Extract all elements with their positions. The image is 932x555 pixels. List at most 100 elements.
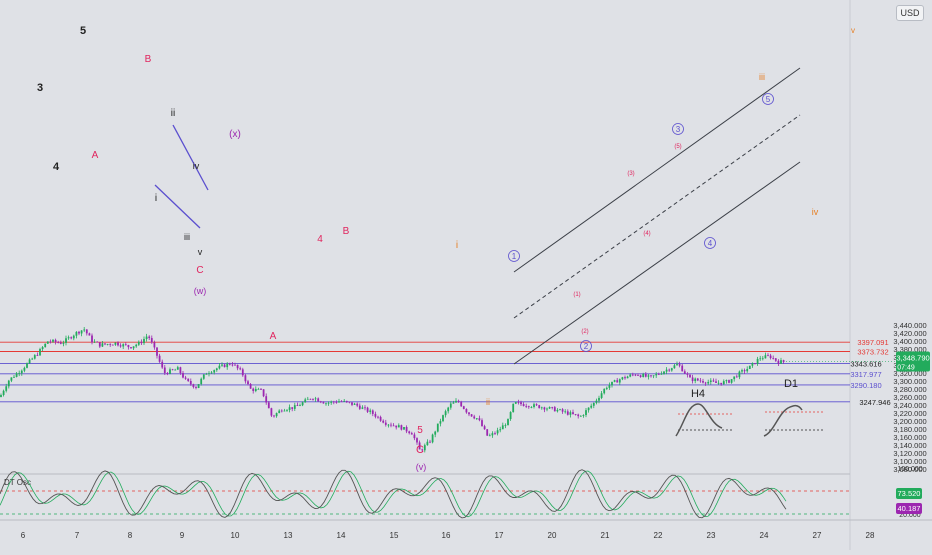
inset-h4-curve bbox=[675, 403, 723, 437]
candle-body bbox=[65, 338, 67, 343]
candle-body bbox=[574, 414, 577, 415]
candle-body bbox=[23, 367, 26, 371]
candle-body bbox=[390, 424, 392, 426]
candle-body bbox=[374, 413, 377, 417]
candle-body bbox=[650, 375, 652, 377]
candle-body bbox=[85, 329, 88, 334]
currency-button[interactable]: USD bbox=[896, 5, 924, 21]
candle-body bbox=[457, 400, 460, 402]
candle-body bbox=[509, 412, 512, 420]
candle-body bbox=[660, 373, 663, 375]
candle-body bbox=[416, 438, 418, 443]
candle-body bbox=[629, 374, 632, 377]
candle-body bbox=[735, 376, 738, 378]
candle-body bbox=[553, 407, 556, 412]
candle-body bbox=[62, 342, 65, 344]
wave-label-32: (4) bbox=[643, 231, 650, 237]
candle-body bbox=[520, 402, 522, 405]
candle-body bbox=[379, 416, 382, 421]
candle-body bbox=[80, 330, 83, 334]
time-tick-label: 20 bbox=[548, 531, 557, 540]
price-tick-label: 3,180.000 bbox=[893, 425, 926, 434]
candle-body bbox=[20, 370, 23, 374]
candle-body bbox=[293, 405, 296, 409]
candle-body bbox=[746, 368, 749, 372]
candle-body bbox=[665, 369, 668, 372]
price-axis[interactable]: 3,440.0003,420.0003,400.0003,380.0003,36… bbox=[786, 321, 930, 474]
candle-body bbox=[327, 402, 330, 404]
candle-body bbox=[725, 380, 728, 382]
candle-body bbox=[670, 368, 673, 371]
candle-body bbox=[639, 375, 642, 378]
candle-body bbox=[738, 371, 741, 378]
time-tick-label: 16 bbox=[442, 531, 451, 540]
price-tick-label: 3,400.000 bbox=[893, 337, 926, 346]
candle-body bbox=[655, 374, 658, 376]
wave-label-24: 1 bbox=[512, 252, 517, 261]
candle-body bbox=[226, 363, 229, 368]
candle-body bbox=[306, 398, 309, 400]
candle-body bbox=[283, 410, 286, 412]
candle-body bbox=[429, 441, 431, 443]
inset-label-h4: H4 bbox=[691, 388, 705, 400]
wave-label-11: (w) bbox=[194, 286, 207, 296]
time-tick-label: 14 bbox=[337, 531, 346, 540]
time-tick-label: 22 bbox=[654, 531, 663, 540]
candle-body bbox=[634, 374, 637, 376]
candle-body bbox=[715, 381, 717, 383]
candle-body bbox=[603, 388, 606, 394]
candle-body bbox=[348, 401, 351, 403]
candle-body bbox=[704, 382, 707, 384]
candle-body bbox=[572, 412, 574, 415]
candle-body bbox=[247, 381, 249, 385]
candle-body bbox=[756, 358, 759, 364]
time-axis[interactable]: 6 7 8 9 10 13 14 15 16 17 20 21 22 23 24 27 28 bbox=[21, 531, 875, 540]
candle-body bbox=[148, 336, 151, 339]
candle-body bbox=[774, 358, 777, 361]
wave-label-9: v bbox=[198, 247, 203, 257]
candle-body bbox=[158, 355, 161, 362]
candle-body bbox=[26, 363, 28, 368]
candle-body bbox=[481, 420, 483, 427]
candle-body bbox=[426, 441, 429, 446]
candle-body bbox=[465, 408, 468, 413]
candle-body bbox=[468, 412, 470, 415]
oscillator-label: DT Osc bbox=[4, 478, 31, 487]
candle-body bbox=[598, 397, 600, 401]
candle-body bbox=[761, 358, 764, 360]
candle-body bbox=[605, 387, 608, 389]
candle-body bbox=[143, 339, 145, 344]
candle-body bbox=[153, 342, 156, 348]
candle-body bbox=[616, 380, 619, 383]
candle-body bbox=[195, 387, 197, 388]
candle-body bbox=[358, 405, 361, 409]
candle-body bbox=[691, 377, 694, 382]
wave-label-14: B bbox=[343, 226, 350, 237]
candle-body bbox=[413, 434, 416, 439]
candle-body bbox=[618, 379, 621, 383]
candle-body bbox=[652, 375, 655, 377]
timeframe-insets: H4 D1 bbox=[675, 378, 824, 437]
wave-label-27: 4 bbox=[708, 239, 713, 248]
candle-body bbox=[208, 373, 210, 375]
candle-body bbox=[202, 374, 205, 379]
candle-body bbox=[473, 416, 476, 419]
candle-body bbox=[431, 434, 434, 443]
candle-body bbox=[83, 329, 86, 331]
candle-body bbox=[254, 388, 257, 391]
candle-body bbox=[561, 409, 564, 412]
candle-body bbox=[769, 355, 772, 359]
candle-body bbox=[101, 343, 104, 347]
candle-body bbox=[460, 401, 463, 407]
wave-label-circle bbox=[762, 93, 774, 105]
candle-body bbox=[262, 389, 265, 397]
candle-body bbox=[590, 405, 593, 408]
price-tick-label: 3,320.000 bbox=[893, 369, 926, 378]
wave-label-1: 3 bbox=[37, 82, 43, 94]
candle-body bbox=[548, 407, 551, 409]
candle-body bbox=[124, 344, 127, 346]
level-label-4: 3290.180 bbox=[850, 381, 881, 390]
candle-body bbox=[377, 416, 379, 418]
